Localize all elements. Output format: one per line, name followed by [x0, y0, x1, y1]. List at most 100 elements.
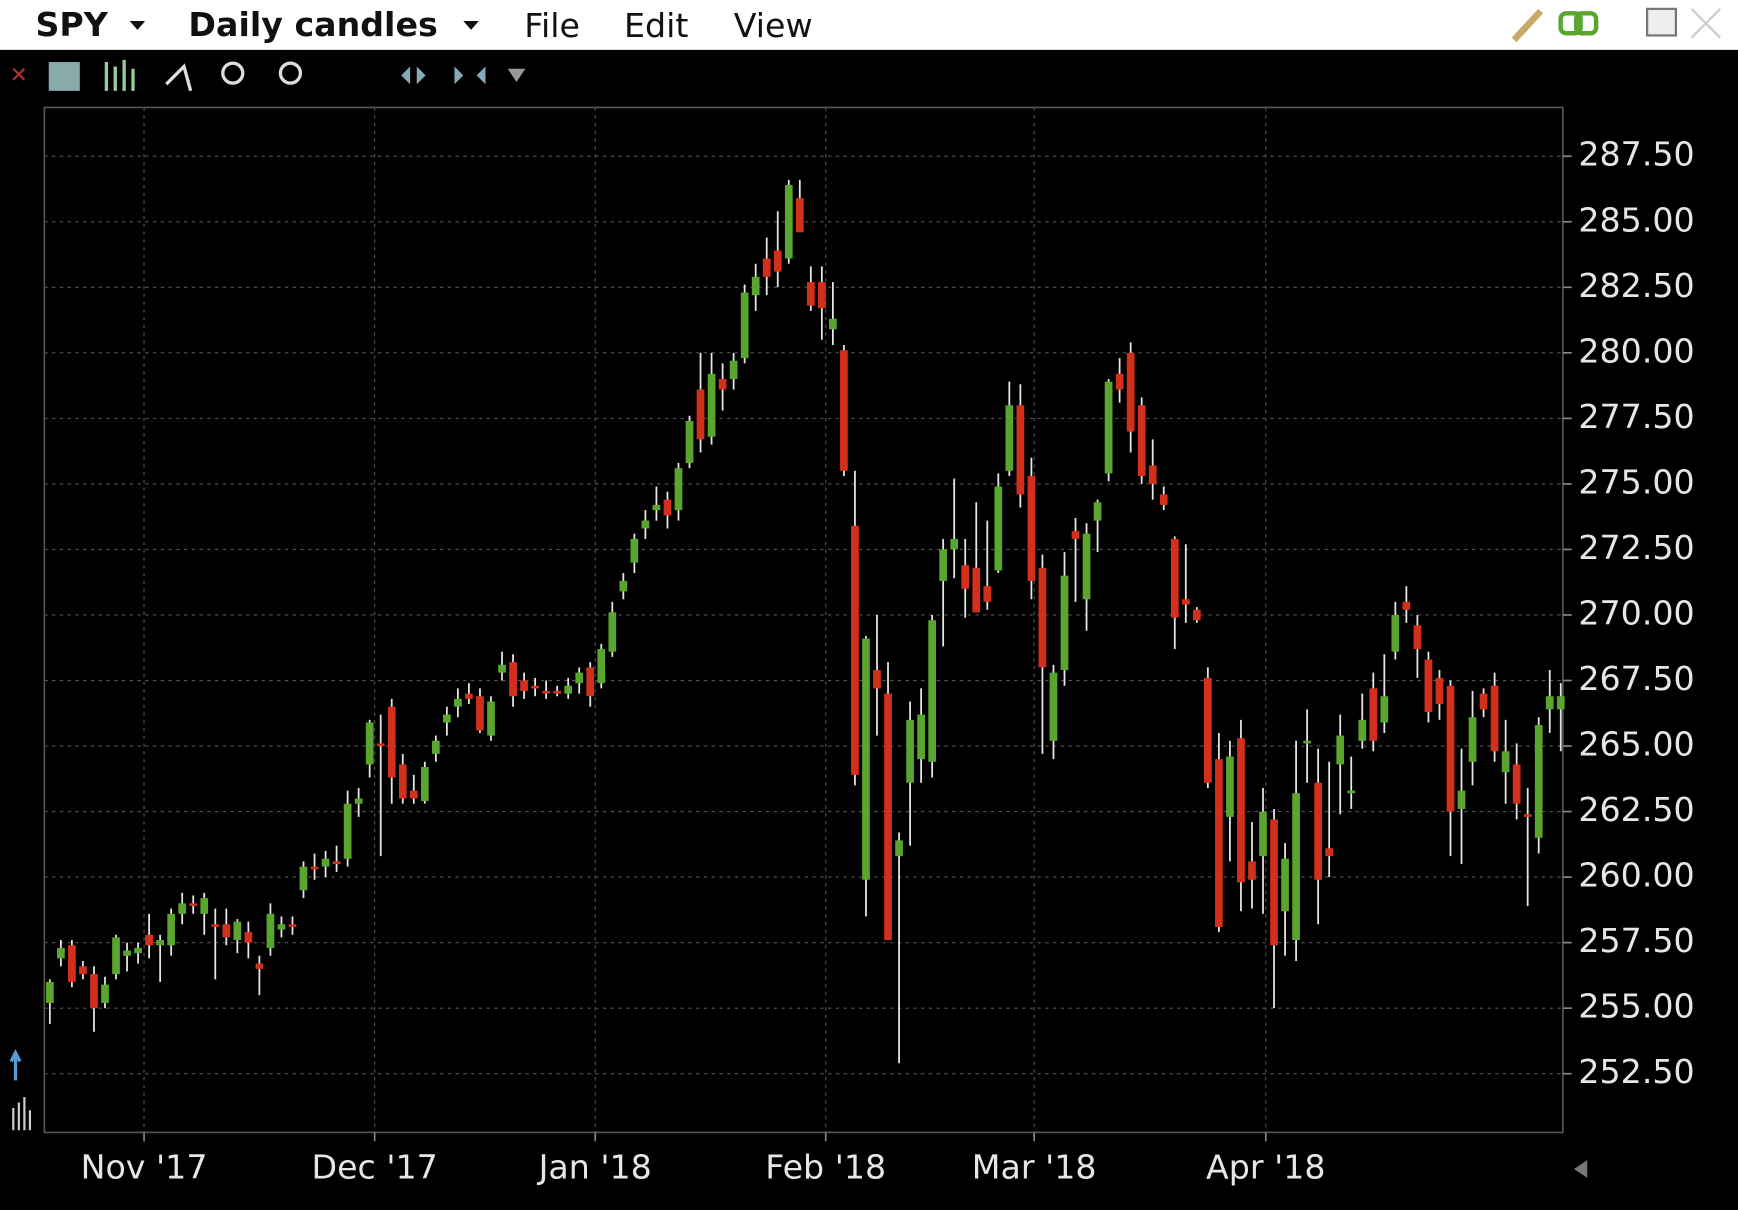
- candle-body: [663, 499, 672, 516]
- text-tool-icon[interactable]: [48, 62, 80, 91]
- candle-body: [465, 693, 473, 699]
- y-tick-label: 265.00: [1578, 725, 1694, 764]
- candle-body: [134, 947, 142, 954]
- candle-body: [718, 379, 727, 390]
- candle-body: [321, 858, 330, 867]
- candle-body: [1248, 861, 1256, 880]
- toolbar-more-icon[interactable]: [507, 68, 526, 82]
- volume-icon[interactable]: [12, 1096, 32, 1131]
- candle-body: [1545, 696, 1554, 710]
- candle-body: [409, 790, 418, 799]
- y-tick-label: 280.00: [1578, 331, 1694, 370]
- candle-body: [575, 672, 584, 684]
- candle-body: [255, 963, 264, 969]
- candle-body: [1303, 740, 1311, 744]
- candle-body: [145, 934, 153, 946]
- candle-body: [376, 743, 385, 747]
- y-tick-label: 255.00: [1578, 987, 1694, 1026]
- symbol-dropdown-arrow[interactable]: [129, 21, 146, 30]
- candle-body: [961, 565, 970, 589]
- candle-body: [200, 898, 209, 914]
- title-bar: [0, 0, 1738, 50]
- candle-body: [1325, 848, 1334, 857]
- candle-body: [222, 924, 231, 938]
- candle-body: [652, 504, 661, 511]
- candle-body: [1457, 790, 1466, 809]
- candle-body: [1093, 502, 1102, 521]
- candle-body: [531, 685, 539, 689]
- candle-body: [630, 538, 639, 563]
- candle-body: [387, 706, 396, 778]
- candle-body: [1259, 811, 1267, 857]
- candle-body: [211, 924, 220, 927]
- period-selector[interactable]: Daily candles: [188, 5, 437, 44]
- candle-body: [1556, 696, 1565, 710]
- link-icon[interactable]: [1558, 11, 1599, 36]
- candle-body: [542, 690, 550, 694]
- scroll-right-icon[interactable]: [1573, 1160, 1588, 1178]
- candle-body: [487, 701, 495, 736]
- candle-body: [564, 685, 573, 694]
- candle-body: [1082, 533, 1091, 600]
- candle-body: [895, 840, 903, 857]
- fit-icon[interactable]: [454, 66, 486, 85]
- candle-body: [1292, 793, 1300, 941]
- close-button[interactable]: [1690, 8, 1722, 39]
- pin-icon[interactable]: [1511, 8, 1544, 43]
- candle-body: [707, 373, 716, 437]
- bars-tool-icon[interactable]: [104, 59, 135, 91]
- close-toolbar-icon[interactable]: [12, 67, 26, 81]
- menu-edit[interactable]: Edit: [624, 6, 688, 45]
- candle-body: [762, 258, 771, 277]
- candle-body: [1523, 814, 1532, 817]
- x-tick-label: Feb '18: [765, 1148, 886, 1187]
- symbol-selector[interactable]: SPY: [35, 5, 108, 44]
- candle-body: [189, 903, 198, 906]
- candles: [45, 179, 1565, 1064]
- candle-body: [1203, 677, 1212, 783]
- candle-body: [398, 764, 407, 799]
- y-tick-label: 257.50: [1578, 921, 1694, 960]
- y-tick-label: 252.50: [1578, 1052, 1694, 1091]
- y-tick-label: 270.00: [1578, 593, 1694, 632]
- candle-body: [641, 520, 650, 529]
- candle-body: [1336, 735, 1345, 765]
- candle-body: [244, 932, 253, 943]
- candle-body: [1038, 567, 1047, 668]
- scale-icon[interactable]: [9, 1048, 22, 1081]
- candle-body: [553, 690, 562, 694]
- candle-body: [939, 549, 948, 581]
- candle-body: [773, 250, 782, 272]
- candle-body: [862, 638, 870, 880]
- candle-body: [1181, 599, 1190, 605]
- menu-view[interactable]: View: [734, 6, 813, 45]
- y-tick-label: 275.00: [1578, 462, 1694, 501]
- x-tick-label: Nov '17: [81, 1148, 208, 1187]
- period-dropdown-arrow[interactable]: [463, 21, 479, 30]
- y-tick-label: 267.50: [1578, 659, 1694, 698]
- cursor-tool-icon[interactable]: [165, 63, 193, 92]
- candle-body: [586, 667, 595, 697]
- candle-body: [520, 680, 528, 691]
- candle-body: [1027, 476, 1036, 581]
- plot-area: [43, 106, 1564, 1134]
- candle-body: [972, 567, 981, 613]
- candle-body: [696, 389, 705, 440]
- candle-body: [476, 696, 484, 731]
- candle-body: [1115, 373, 1124, 390]
- candle-body: [299, 866, 308, 891]
- candle-body: [817, 282, 826, 309]
- menu-file[interactable]: File: [524, 6, 580, 45]
- zoom-in-icon[interactable]: [221, 61, 245, 85]
- scroll-icon[interactable]: [401, 66, 426, 85]
- candle-body: [950, 538, 959, 550]
- candle-body: [443, 714, 451, 723]
- candle-body: [1215, 759, 1223, 927]
- zoom-out-icon[interactable]: [278, 61, 303, 85]
- maximize-button[interactable]: [1646, 7, 1678, 37]
- candle-body: [1137, 405, 1146, 477]
- candle-body: [829, 318, 837, 330]
- y-tick-label: 287.50: [1578, 135, 1694, 174]
